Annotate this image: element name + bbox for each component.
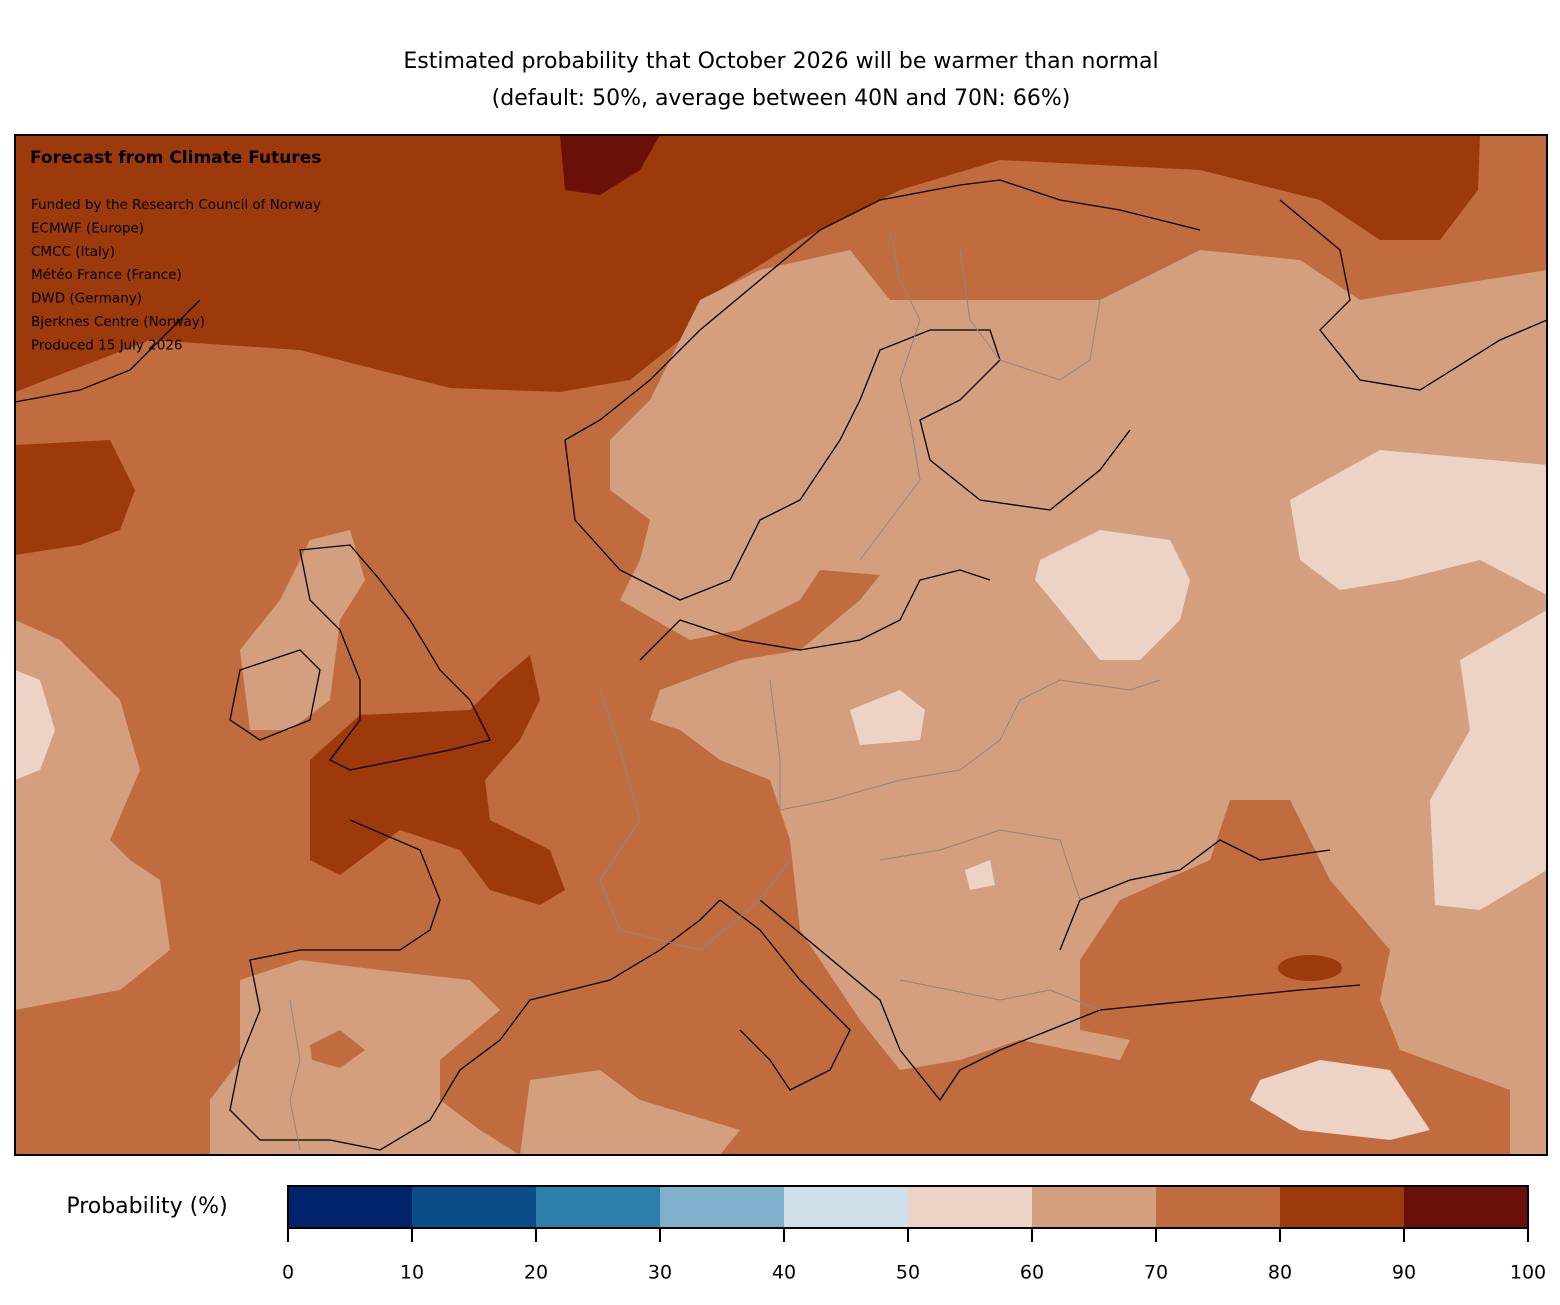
contour-80-90 — [15, 440, 135, 555]
contour-60-70 — [210, 960, 520, 1155]
coastline — [564, 179, 1201, 441]
tick-label: 60 — [1020, 1262, 1044, 1284]
contour-60-70 — [240, 530, 365, 730]
tick-label: 10 — [400, 1262, 424, 1284]
map — [14, 134, 1548, 1156]
colorbar-segment — [660, 1186, 784, 1228]
border — [769, 679, 1161, 811]
annotation-line: ECMWF (Europe) — [31, 220, 144, 236]
map-frame — [14, 134, 1548, 1156]
contour-80-90 — [15, 135, 1480, 392]
contour-50-60 — [1035, 530, 1190, 660]
tick-label: 80 — [1268, 1262, 1292, 1284]
coastline — [1279, 199, 1548, 391]
colorbar-segment — [908, 1186, 1032, 1228]
coastline — [759, 899, 1361, 1102]
contour-50-60 — [15, 670, 55, 780]
border — [959, 249, 1101, 381]
coastline — [14, 299, 201, 403]
contour-50-60 — [1430, 610, 1547, 910]
contour-50-60 — [965, 860, 995, 890]
borders — [289, 229, 1161, 1151]
colorbar-segment — [784, 1186, 908, 1228]
annotation-line: CMCC (Italy) — [31, 244, 115, 260]
title: Estimated probability that October 2026 … — [403, 49, 1158, 74]
colorbar-segment — [412, 1186, 536, 1228]
contour-70-80 — [310, 1030, 365, 1068]
border — [289, 999, 301, 1151]
annotation-lines: Funded by the Research Council of Norway… — [31, 197, 321, 353]
contour-50-60 — [1290, 450, 1547, 595]
annotation-line: Produced 15 July 2026 — [31, 337, 183, 353]
border — [879, 829, 1081, 901]
colorbar-segment — [1032, 1186, 1156, 1228]
tick-label: 20 — [524, 1262, 548, 1284]
coastlines — [14, 179, 1548, 1151]
contour-50-60 — [1250, 1060, 1430, 1140]
annotation-line: Funded by the Research Council of Norway — [31, 197, 321, 213]
border — [599, 689, 791, 951]
colorbar-segment — [288, 1186, 412, 1228]
coastline — [229, 649, 321, 741]
tick-label: 90 — [1392, 1262, 1416, 1284]
tick-label: 40 — [772, 1262, 796, 1284]
contour-60-70 — [610, 250, 1547, 1155]
tick-label: 30 — [648, 1262, 672, 1284]
annotation-heading: Forecast from Climate Futures — [30, 148, 321, 168]
tick-label: 50 — [896, 1262, 920, 1284]
coastline — [299, 544, 491, 771]
colorbar-segment — [1280, 1186, 1404, 1228]
contour-50-60 — [850, 690, 925, 745]
contour-60-70 — [520, 1070, 740, 1155]
colorbar-segment — [1404, 1186, 1528, 1228]
border — [859, 229, 921, 561]
coastline — [639, 569, 991, 661]
contour-60-70 — [15, 620, 170, 1010]
contour-90-100 — [560, 135, 660, 195]
colorbar-segment — [536, 1186, 660, 1228]
tick-label: 70 — [1144, 1262, 1168, 1284]
colorbar-segment — [1156, 1186, 1280, 1228]
contour-80-90 — [310, 655, 565, 905]
coastline — [229, 819, 721, 1151]
annotation-line: Bjerknes Centre (Norway) — [31, 314, 205, 330]
tick-label: 0 — [282, 1262, 294, 1284]
coastline — [719, 899, 851, 1091]
annotation-line: DWD (Germany) — [31, 291, 142, 307]
contour-80-90 — [1278, 955, 1342, 981]
annotation-line: Météo France (France) — [31, 267, 182, 283]
subtitle: (default: 50%, average between 40N and 7… — [492, 86, 1071, 111]
colorbar: 0 10 20 30 40 50 60 70 80 90 100 — [282, 1185, 1546, 1284]
coastline — [564, 329, 1131, 601]
colorbar-label: Probability (%) — [66, 1194, 227, 1219]
border — [899, 979, 1101, 1011]
tick-label: 100 — [1510, 1262, 1546, 1284]
